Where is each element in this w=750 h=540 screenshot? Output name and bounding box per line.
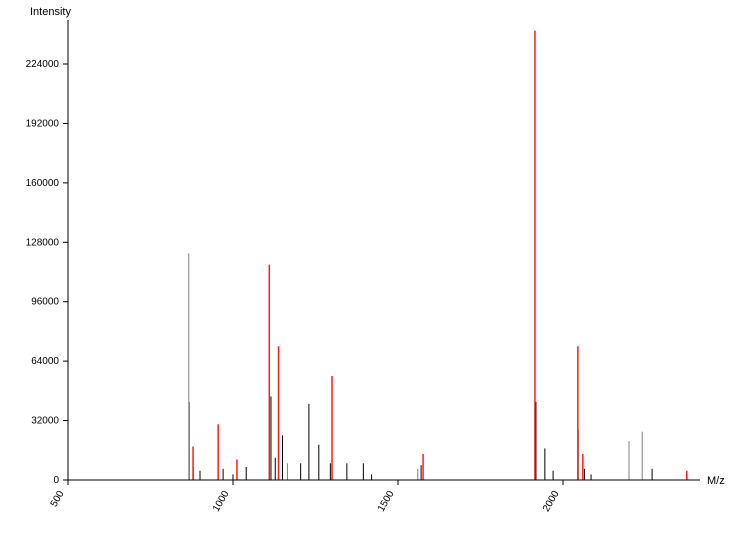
y-axis-label: Intensity [30,6,71,18]
x-tick-label: 1500 [376,489,397,514]
y-tick-label: 128000 [26,237,60,248]
x-tick-label: 1000 [211,489,232,514]
y-tick-label: 224000 [26,59,60,70]
chart-svg: 0 32000 64000 96000 128000 160000 192000 224000… [0,0,750,540]
y-tick-label: 160000 [26,178,60,189]
mass-spectrum-chart: 0 32000 64000 96000 128000 160000 192000 224000… [0,0,750,540]
y-tick-label: 0 [53,475,59,486]
y-tick-label: 32000 [31,416,59,427]
y-tick-label: 96000 [31,297,59,308]
x-axis-label: M/z [707,475,725,487]
x-tick-label: 500 [49,489,67,509]
y-tick-label: 64000 [31,356,59,367]
x-tick-label: 2000 [541,489,562,514]
y-tick-label: 192000 [26,118,60,129]
